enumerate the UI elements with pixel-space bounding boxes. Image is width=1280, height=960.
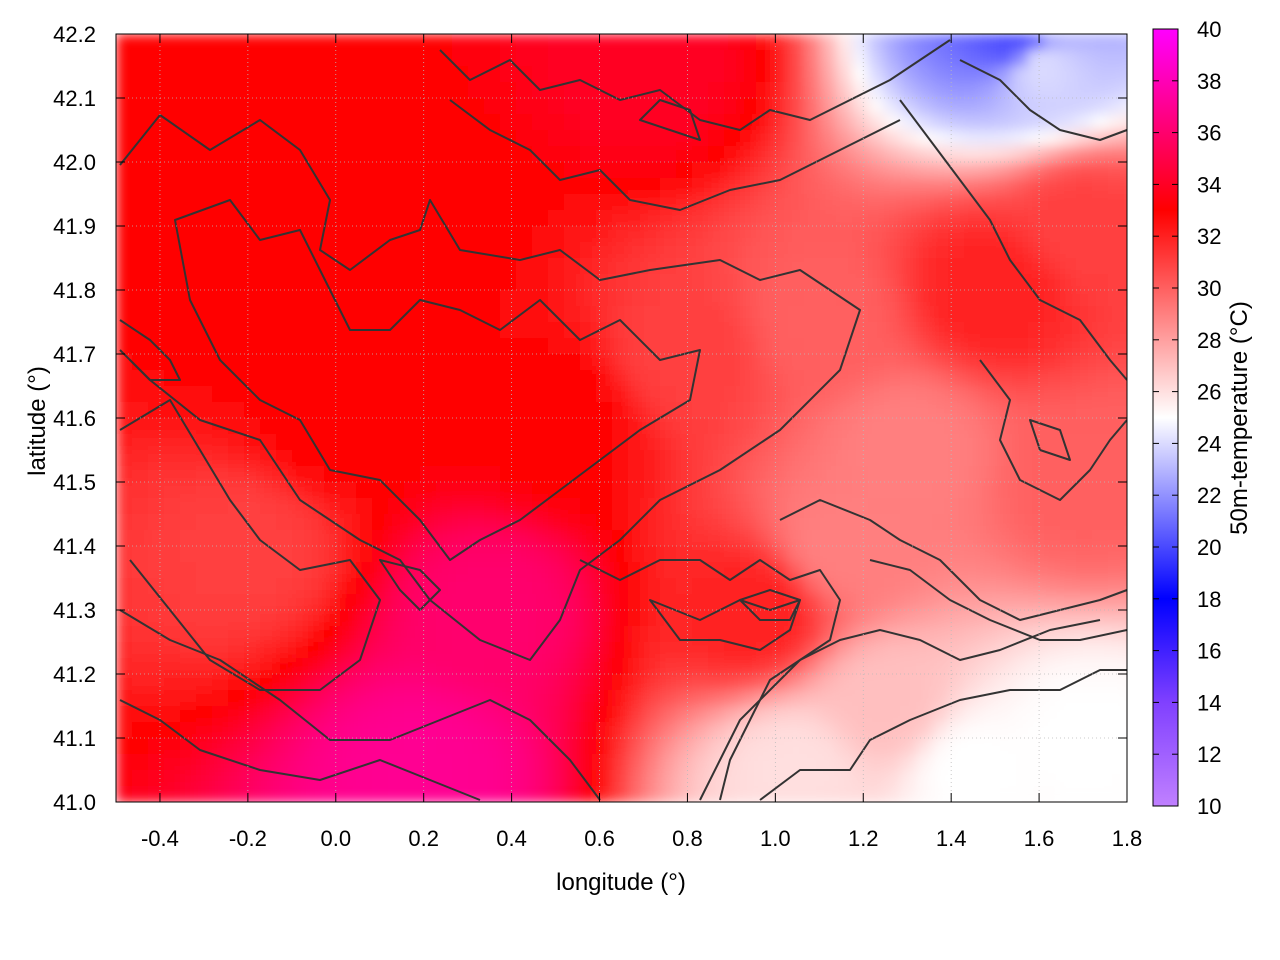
colorbar-tick-label: 38 <box>1197 69 1221 94</box>
contour-line <box>979 359 1127 501</box>
temperature-field <box>116 34 1127 802</box>
contour-line <box>639 99 701 141</box>
contour-line <box>579 559 841 801</box>
grid-lines <box>116 34 1127 802</box>
contour-line <box>739 589 801 621</box>
contour-line <box>379 559 441 611</box>
colorbar-tick-label: 30 <box>1197 276 1221 301</box>
x-tick-label: 0.2 <box>408 826 439 851</box>
colorbar-tick-label: 40 <box>1197 17 1221 42</box>
y-tick-label: 41.5 <box>53 470 96 495</box>
contour-line <box>779 499 1127 621</box>
colorbar-tick-label: 34 <box>1197 172 1221 197</box>
colorbar-tick-label: 36 <box>1197 121 1221 146</box>
axes: -0.4 -0.2 0.0 0.2 0.4 0.6 0.8 1.0 1.2 1.4 1.6 1.8 41… <box>53 22 1142 851</box>
colorbar-tick-label: 32 <box>1197 224 1221 249</box>
x-axis-label: longitude (°) <box>556 869 686 896</box>
contour-line <box>959 59 1127 141</box>
contour-line <box>759 669 1127 801</box>
y-tick-label: 41.4 <box>53 534 96 559</box>
y-tick-label: 41.7 <box>53 342 96 367</box>
x-tick-label: 1.2 <box>848 826 879 851</box>
x-tick-label: -0.4 <box>141 826 179 851</box>
colorbar-tick-label: 28 <box>1197 328 1221 353</box>
contour-line <box>119 114 861 661</box>
colorbar-tick-label: 26 <box>1197 380 1221 405</box>
contour-line <box>174 199 701 561</box>
x-tick-label: 0.4 <box>496 826 527 851</box>
y-tick-label: 41.9 <box>53 214 96 239</box>
contour-lines <box>119 39 1127 801</box>
y-tick-label: 42.1 <box>53 86 96 111</box>
y-tick-label: 41.0 <box>53 790 96 815</box>
x-tick-label: 0.0 <box>320 826 351 851</box>
colorbar-tick-label: 20 <box>1197 535 1221 560</box>
x-tick-label: 0.6 <box>584 826 615 851</box>
y-tick-label: 41.8 <box>53 278 96 303</box>
y-tick-label: 41.2 <box>53 662 96 687</box>
y-axis-label: latitude (°) <box>24 366 51 476</box>
x-tick-label: 0.8 <box>672 826 703 851</box>
plot-frame <box>115 33 1128 803</box>
colorbar-tick-label: 14 <box>1197 690 1221 715</box>
y-tick-label: 41.6 <box>53 406 96 431</box>
contour-line <box>119 699 481 801</box>
y-tick-label: 41.3 <box>53 598 96 623</box>
colorbar: 10 12 14 16 18 20 22 24 26 28 30 32 34 36 38 40 <box>1152 17 1221 819</box>
contour-line <box>119 319 181 381</box>
contour-line <box>869 559 1127 641</box>
y-tick-label: 42.0 <box>53 150 96 175</box>
colorbar-tick-label: 16 <box>1197 639 1221 664</box>
colorbar-tick-label: 18 <box>1197 587 1221 612</box>
colorbar-gradient <box>1152 28 1179 807</box>
contour-line <box>449 99 901 211</box>
x-tick-label: 1.4 <box>936 826 967 851</box>
x-tick-label: 1.0 <box>760 826 791 851</box>
x-tick-label: 1.8 <box>1112 826 1143 851</box>
colorbar-tick-label: 10 <box>1197 794 1221 819</box>
colorbar-tick-label: 24 <box>1197 431 1221 456</box>
x-tick-label: -0.2 <box>229 826 267 851</box>
y-tick-label: 41.1 <box>53 726 96 751</box>
colorbar-label: 50m-temperature (°C) <box>1226 301 1253 535</box>
colorbar-tick-label: 22 <box>1197 483 1221 508</box>
contour-line <box>439 39 951 131</box>
contour-line <box>119 399 381 691</box>
colorbar-tick-label: 12 <box>1197 742 1221 767</box>
contour-line <box>1029 419 1071 461</box>
contour-line <box>699 619 1101 801</box>
y-tick-label: 42.2 <box>53 22 96 47</box>
x-tick-label: 1.6 <box>1024 826 1055 851</box>
contour-line <box>899 99 1127 381</box>
contour-line <box>119 609 601 801</box>
